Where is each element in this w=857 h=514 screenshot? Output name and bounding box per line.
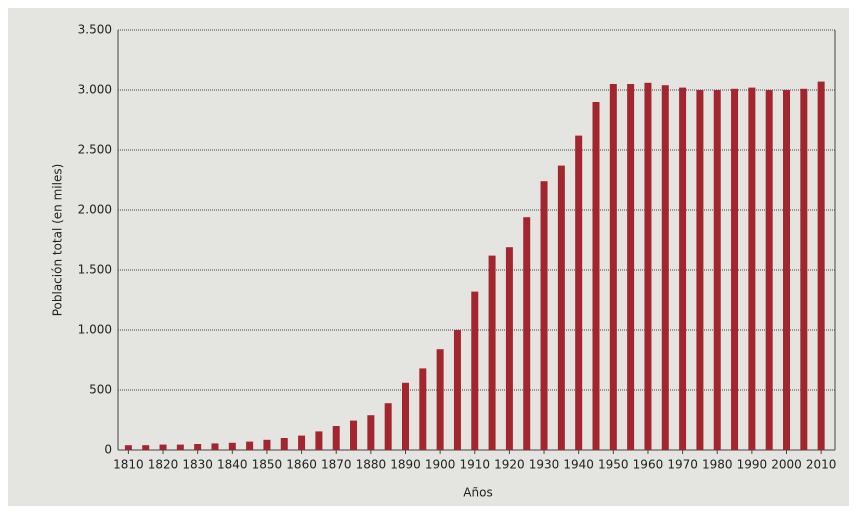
bar	[332, 426, 340, 450]
bar	[661, 85, 669, 450]
bar	[696, 90, 704, 450]
bar	[765, 90, 773, 450]
y-tick-label: 2.000	[78, 203, 112, 217]
x-tick-label: 1920	[494, 458, 525, 472]
bar	[453, 330, 461, 450]
bar	[263, 439, 271, 450]
bar	[176, 444, 184, 450]
bar	[159, 444, 167, 450]
y-tick-label: 3.000	[78, 83, 112, 97]
bar	[142, 445, 150, 450]
x-tick-label: 1970	[667, 458, 698, 472]
bar	[384, 403, 392, 450]
x-axis-label: Años	[463, 486, 492, 500]
y-tick-label: 500	[89, 383, 112, 397]
bar	[523, 217, 531, 450]
bar	[246, 441, 254, 450]
bar	[540, 181, 548, 450]
x-tick-label: 1830	[182, 458, 213, 472]
bar	[644, 82, 652, 451]
x-tick-label: 1850	[252, 458, 283, 472]
bar	[350, 420, 358, 450]
bar	[505, 247, 513, 450]
y-tick-label: 1.500	[78, 263, 112, 277]
bar	[280, 438, 288, 450]
y-tick-label: 3.500	[78, 23, 112, 37]
y-tick-label: 2.500	[78, 143, 112, 157]
x-tick-label: 1890	[390, 458, 421, 472]
x-tick-label: 1930	[529, 458, 560, 472]
bar	[124, 445, 132, 450]
bar	[679, 87, 687, 450]
x-tick-label: 1980	[702, 458, 733, 472]
bar	[298, 435, 306, 450]
chart-background	[8, 8, 849, 506]
bar	[557, 165, 565, 450]
x-tick-label: 1860	[286, 458, 317, 472]
y-axis-label: Población total (en miles)	[51, 164, 65, 317]
x-tick-label: 1840	[217, 458, 248, 472]
bar	[419, 368, 427, 450]
x-tick-label: 1990	[737, 458, 768, 472]
x-tick-label: 1950	[598, 458, 629, 472]
bar	[817, 81, 825, 450]
x-tick-label: 1810	[113, 458, 144, 472]
bar	[228, 442, 236, 450]
x-tick-label: 1940	[563, 458, 594, 472]
y-tick-label: 0	[104, 443, 112, 457]
bar	[471, 291, 479, 450]
bar	[748, 87, 756, 450]
x-tick-label: 1880	[356, 458, 387, 472]
bar	[609, 84, 617, 450]
bar	[731, 88, 739, 451]
x-tick-label: 1960	[633, 458, 664, 472]
bar	[488, 255, 496, 450]
x-tick-label: 2000	[771, 458, 802, 472]
bar	[783, 90, 791, 450]
x-tick-label: 1820	[148, 458, 179, 472]
bar	[592, 102, 600, 450]
bar	[575, 135, 583, 450]
bar	[194, 444, 202, 450]
bar	[211, 443, 219, 450]
bar	[800, 88, 808, 451]
bar	[436, 349, 444, 450]
bar	[713, 90, 721, 450]
x-tick-label: 2010	[806, 458, 837, 472]
bar	[401, 382, 409, 450]
bar	[627, 84, 635, 450]
x-tick-label: 1900	[425, 458, 456, 472]
bar	[315, 431, 323, 450]
bar	[367, 415, 375, 450]
x-tick-label: 1870	[321, 458, 352, 472]
x-tick-label: 1910	[459, 458, 490, 472]
y-tick-label: 1.000	[78, 323, 112, 337]
